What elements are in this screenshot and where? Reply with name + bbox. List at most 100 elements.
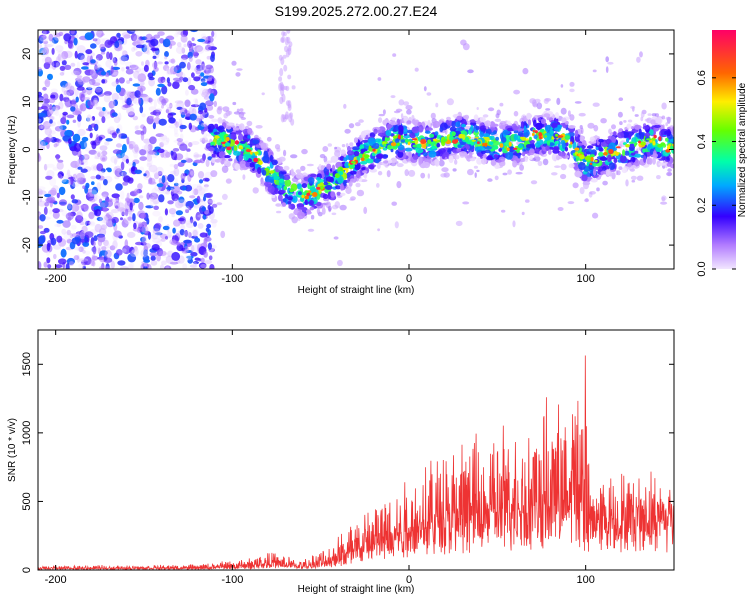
spectrogram-cell [103, 91, 112, 96]
spectrogram-ridge-cell [330, 155, 339, 163]
spectrogram-cell [205, 89, 214, 95]
spectrogram-ridge-core [488, 141, 494, 146]
spectrogram-cell [71, 70, 80, 76]
spectrogram-ridge-cell [608, 162, 616, 171]
spectrogram-cell [105, 59, 112, 68]
spectrogram-ridge-cell [484, 120, 491, 127]
spectrogram-cell [530, 180, 538, 185]
spectrogram-cell [41, 30, 50, 35]
spectrogram-ridge-cell [211, 157, 217, 163]
x-tick-label: 0 [406, 273, 412, 285]
spectrogram-cell [177, 183, 184, 187]
spectrogram-cell [70, 224, 77, 230]
spectrogram-cell [593, 124, 599, 132]
spectrogram-cell [190, 30, 198, 33]
spectrogram-ridge-cell [562, 142, 566, 150]
spectrogram-cell [150, 111, 158, 116]
spectrogram-ridge-core [608, 149, 614, 154]
spectrogram-cell [619, 121, 623, 126]
spectrogram-cell [53, 253, 57, 260]
spectrogram-cell [62, 220, 71, 228]
spectrogram-cell [139, 149, 147, 156]
spectrogram-cell [39, 230, 46, 235]
spectrogram-cell [488, 107, 495, 112]
spectrogram-cell [376, 183, 380, 188]
spectrogram-ridge-core [301, 194, 305, 199]
spectrogram-cell [193, 221, 197, 227]
spectrogram-cell [196, 65, 201, 69]
spectrogram-cell [112, 71, 119, 76]
spectrogram-cell [183, 43, 187, 48]
spectrogram-cell [62, 111, 68, 116]
spectrogram-cell [96, 216, 104, 222]
spectrogram-cell [183, 230, 191, 238]
spectrogram-cell [94, 156, 100, 160]
spectrogram-cell [155, 133, 164, 138]
spectrogram-ridge-core [653, 134, 657, 139]
spectrogram-cell [65, 263, 70, 269]
spectrogram-cell [92, 38, 98, 42]
spectrogram-cell [104, 266, 111, 269]
spectrogram-cell [62, 91, 71, 98]
y-tick-label: 20 [21, 48, 33, 60]
spectrogram-ridge-cell [598, 147, 604, 152]
spectrogram-ridge-cell [296, 183, 302, 190]
spectrogram-cell [46, 196, 56, 203]
spectrogram-cell [166, 106, 172, 115]
spectrogram-cell [113, 230, 122, 238]
spectrogram-cell [138, 195, 144, 199]
spectrogram-cell [187, 40, 193, 49]
spectrogram-cell [519, 164, 524, 171]
spectrogram-cell [168, 234, 173, 239]
spectrogram-ridge-cell [554, 140, 559, 144]
spectrogram-cell [390, 95, 396, 99]
spectrogram-ridge-cell [457, 121, 461, 127]
spectrogram-cell [70, 194, 75, 200]
spectrogram-cell [193, 154, 203, 158]
spectrogram-cell [202, 177, 210, 182]
spectrogram-x-ticks: -200 -100 0 100 [45, 30, 595, 285]
snr-series-line [38, 355, 674, 570]
spectrogram-cell [38, 261, 42, 269]
spectrogram-cell [310, 214, 315, 220]
spectrogram-ridge-cell [592, 168, 597, 176]
spectrogram-cell [89, 132, 93, 139]
spectrogram-ridge-cell [366, 158, 374, 164]
spectrogram-cell [134, 144, 139, 153]
spectrogram-cell [525, 199, 530, 203]
spectrogram-cell [117, 130, 122, 140]
spectrogram-cell [43, 93, 49, 101]
spectrogram-cell [94, 150, 104, 160]
spectrogram-cell [188, 106, 195, 115]
spectrogram-ridge-cell [340, 149, 346, 155]
spectrogram-cell [81, 218, 88, 226]
spectrogram-cell [52, 208, 60, 214]
spectrogram-cell [38, 95, 44, 102]
spectrogram-cell [57, 56, 66, 62]
spectrogram-ridge-cell [301, 207, 308, 213]
spectrogram-cell [44, 127, 52, 136]
spectrogram-cell [111, 81, 119, 87]
spectrogram-cell [110, 260, 116, 269]
spectrogram-cell [205, 64, 213, 70]
spectrogram-ridge-cell [470, 124, 474, 132]
spectrogram-ridge-cell [295, 172, 304, 179]
spectrogram-cell [194, 237, 201, 243]
spectrogram-cell [195, 211, 201, 221]
spectrogram-cell [91, 141, 97, 150]
spectrogram-cell [190, 170, 194, 176]
spectrogram-cell [396, 181, 402, 189]
spectrogram-cell [51, 60, 60, 68]
spectrogram-cell [280, 84, 285, 92]
spectrogram-ridge-cell [517, 154, 521, 159]
spectrogram-cell [66, 114, 75, 119]
spectrogram-cell [665, 122, 668, 127]
spectrogram-cell [42, 86, 47, 91]
colorbar-tick-label: 0.6 [696, 70, 708, 85]
spectrogram-cell [76, 77, 84, 83]
spectrogram-cell [200, 264, 207, 268]
spectrogram-cell [207, 76, 212, 82]
spectrogram-cell [502, 172, 508, 176]
spectrogram-ridge-core [377, 149, 380, 153]
spectrogram-ridge-cell [489, 135, 495, 141]
